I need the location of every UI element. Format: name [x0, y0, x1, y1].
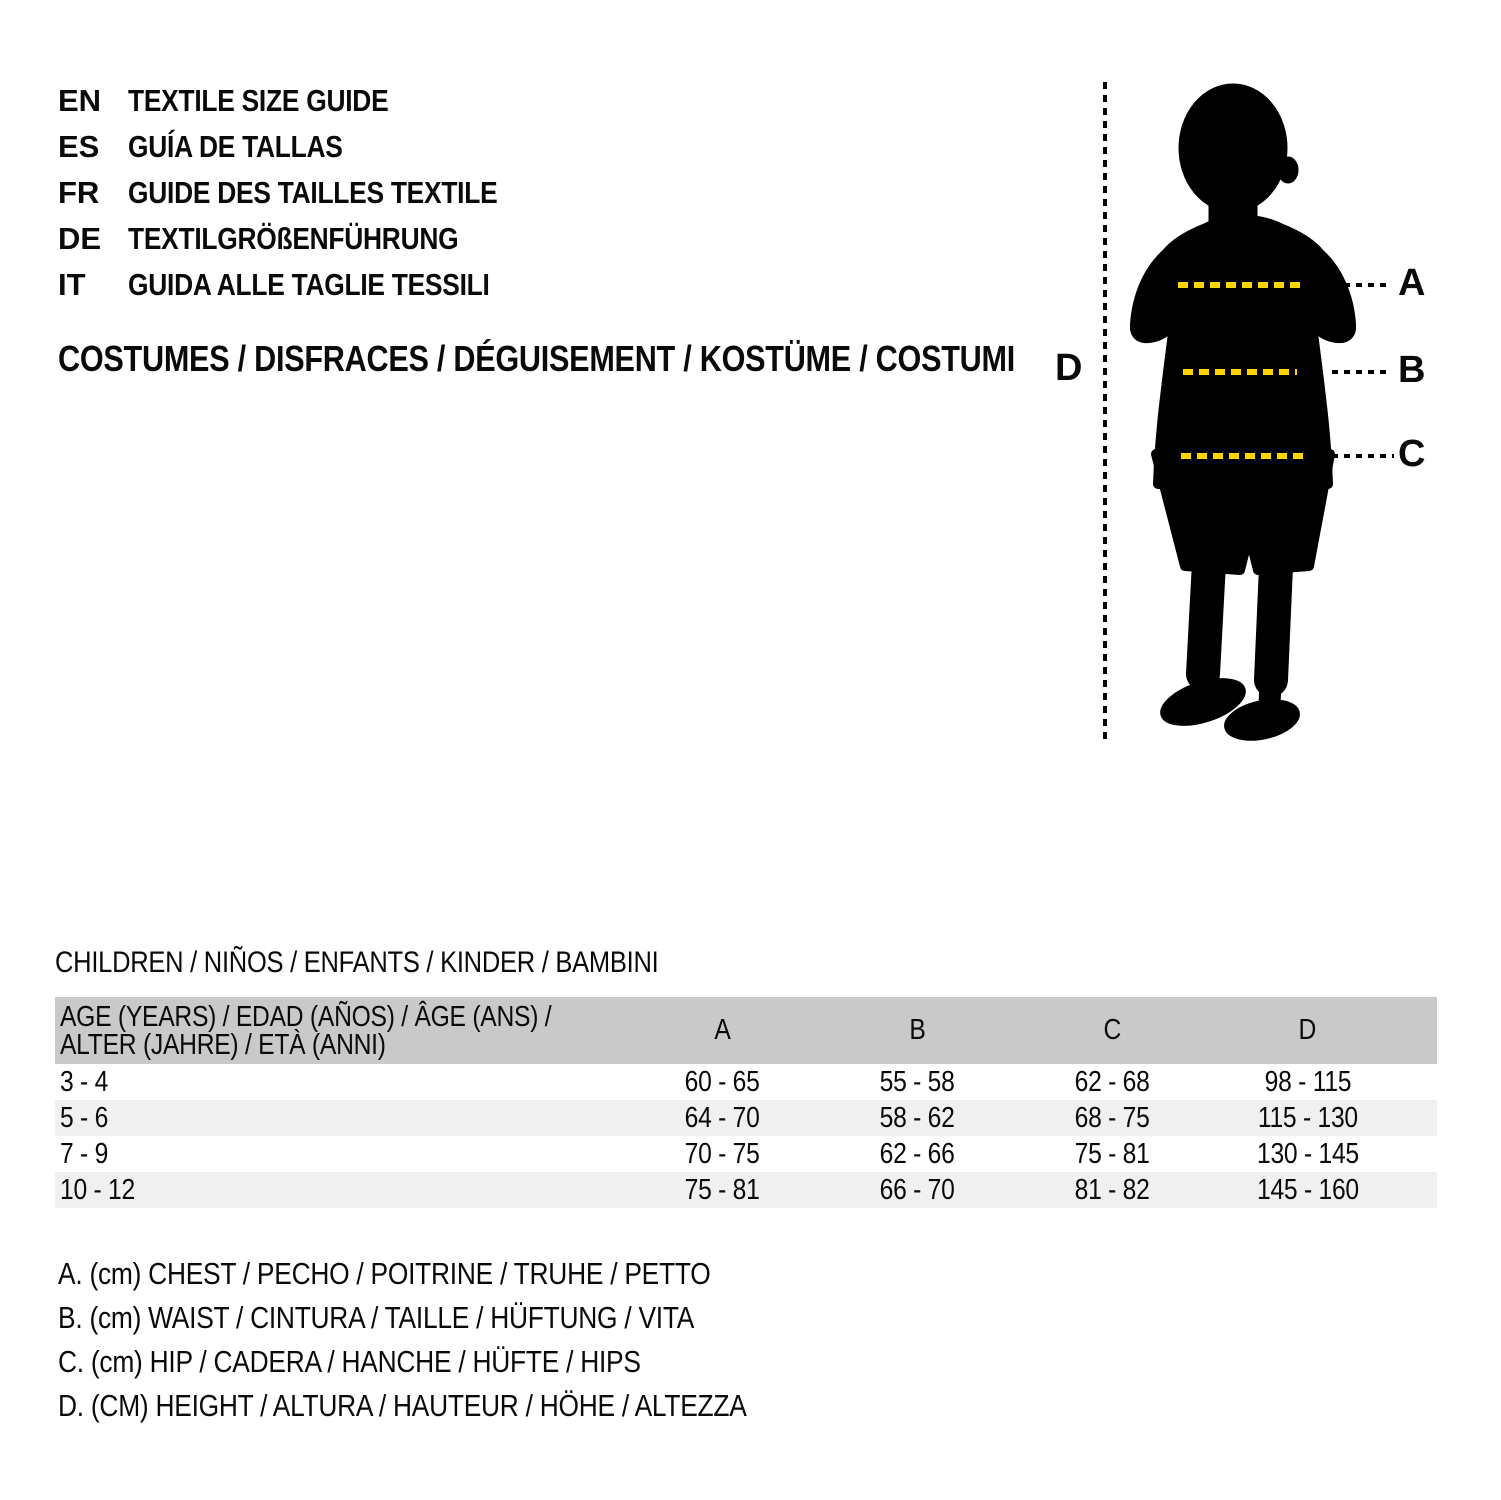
height-cell: 115 - 130 — [1210, 1100, 1437, 1136]
lang-code: DE — [58, 221, 102, 256]
child-silhouette — [1130, 83, 1356, 741]
language-title-list: EN TEXTILE SIZE GUIDE ES GUÍA DE TALLAS … — [58, 78, 563, 308]
waist-cell: 62 - 66 — [880, 1137, 955, 1170]
lang-title: TEXTILE SIZE GUIDE — [128, 83, 389, 118]
size-table: AGE (YEARS) / EDAD (AÑOS) / ÂGE (ANS) / … — [55, 997, 1437, 1208]
height-cell: 130 - 145 — [1256, 1137, 1359, 1170]
hip-c-connector-line — [1332, 454, 1394, 458]
lang-row-de: DE TEXTILGRÖßENFÜHRUNG — [58, 216, 563, 262]
chest-cell: 64 - 70 — [625, 1100, 820, 1136]
table-row: 3 - 4 60 - 65 55 - 58 62 - 68 98 - 115 — [55, 1064, 1437, 1100]
column-header-b: B — [820, 997, 1015, 1064]
measure-label-b: B — [1398, 349, 1426, 391]
lang-title: TEXTILGRÖßENFÜHRUNG — [128, 221, 459, 256]
chest-cell: 70 - 75 — [685, 1137, 760, 1170]
lang-row-fr: FR GUIDE DES TAILLES TEXTILE — [58, 170, 563, 216]
lang-title: GUIDA ALLE TAGLIE TESSILI — [128, 267, 490, 302]
waist-cell: 55 - 58 — [880, 1065, 955, 1098]
hip-cell: 81 - 82 — [1015, 1172, 1210, 1208]
measure-label-a: A — [1398, 262, 1426, 304]
hip-cell: 62 - 68 — [1075, 1065, 1150, 1098]
lang-code: ES — [58, 129, 100, 164]
lang-title: GUIDE DES TAILLES TEXTILE — [128, 175, 498, 210]
lang-title: GUÍA DE TALLAS — [128, 129, 343, 164]
column-header-c: C — [1015, 997, 1210, 1064]
lang-code: FR — [58, 175, 100, 210]
table-header-row: AGE (YEARS) / EDAD (AÑOS) / ÂGE (ANS) / … — [55, 997, 1437, 1064]
chest-a-connector-line — [1332, 283, 1390, 287]
table-row: 7 - 9 70 - 75 62 - 66 75 - 81 130 - 145 — [55, 1136, 1437, 1172]
lang-code: EN — [58, 83, 102, 118]
lang-row-en: EN TEXTILE SIZE GUIDE — [58, 78, 563, 124]
chest-cell: 60 - 65 — [685, 1065, 760, 1098]
lang-row-it: IT GUIDA ALLE TAGLIE TESSILI — [58, 262, 563, 308]
age-cell: 7 - 9 — [60, 1137, 109, 1170]
chest-cell: 75 - 81 — [625, 1172, 820, 1208]
hip-c-dashed-line — [1181, 453, 1303, 459]
measure-label-d: D — [1055, 347, 1083, 389]
lang-code: IT — [58, 267, 86, 302]
waist-b-connector-line — [1332, 370, 1390, 374]
age-cell: 10 - 12 — [55, 1172, 625, 1208]
waist-cell: 66 - 70 — [820, 1172, 1015, 1208]
measurement-legend: A. (cm) CHEST / PECHO / POITRINE / TRUHE… — [58, 1252, 868, 1428]
height-cell: 98 - 115 — [1264, 1065, 1351, 1098]
legend-hip: C. (cm) HIP / CADERA / HANCHE / HÜFTE / … — [58, 1344, 641, 1379]
legend-waist: B. (cm) WAIST / CINTURA / TAILLE / HÜFTU… — [58, 1300, 695, 1335]
chest-a-dashed-line — [1178, 282, 1302, 288]
age-cell: 5 - 6 — [55, 1100, 625, 1136]
table-row: 5 - 6 64 - 70 58 - 62 68 - 75 115 - 130 — [55, 1100, 1437, 1136]
age-column-header: AGE (YEARS) / EDAD (AÑOS) / ÂGE (ANS) / … — [55, 997, 625, 1064]
hip-cell: 68 - 75 — [1015, 1100, 1210, 1136]
column-header-a: A — [625, 997, 820, 1064]
table-heading: CHILDREN / NIÑOS / ENFANTS / KINDER / BA… — [55, 946, 659, 979]
table-row: 10 - 12 75 - 81 66 - 70 81 - 82 145 - 16… — [55, 1172, 1437, 1208]
waist-b-dashed-line — [1183, 369, 1297, 375]
height-d-dashed-line — [1103, 82, 1107, 744]
legend-chest: A. (cm) CHEST / PECHO / POITRINE / TRUHE… — [58, 1256, 711, 1291]
legend-height: D. (CM) HEIGHT / ALTURA / HAUTEUR / HÖHE… — [58, 1388, 747, 1423]
category-title: COSTUMES / DISFRACES / DÉGUISEMENT / KOS… — [58, 338, 1015, 379]
waist-cell: 58 - 62 — [820, 1100, 1015, 1136]
column-header-d: D — [1210, 997, 1437, 1064]
age-cell: 3 - 4 — [60, 1065, 109, 1098]
hip-cell: 75 - 81 — [1075, 1137, 1150, 1170]
measure-label-c: C — [1398, 433, 1426, 475]
height-cell: 145 - 160 — [1210, 1172, 1437, 1208]
lang-row-es: ES GUÍA DE TALLAS — [58, 124, 563, 170]
